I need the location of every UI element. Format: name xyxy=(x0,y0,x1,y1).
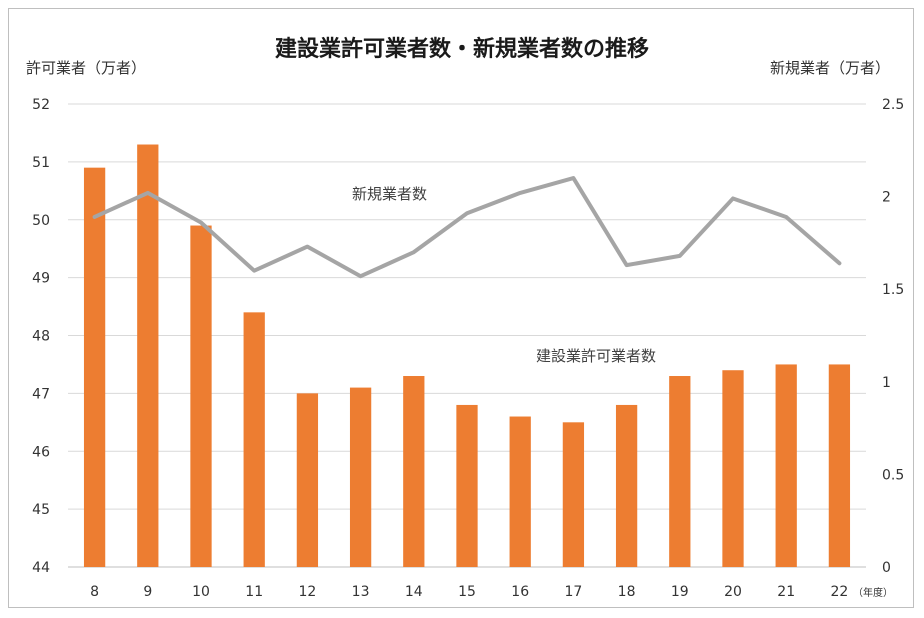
bar-series-label: 建設業許可業者数 xyxy=(536,347,656,365)
right-tick-label: 1 xyxy=(882,375,891,391)
bar xyxy=(828,364,851,567)
line-point xyxy=(94,216,96,218)
category-label: 16 xyxy=(511,584,529,600)
bar xyxy=(615,404,638,567)
category-label: 20 xyxy=(724,584,742,600)
left-tick-label: 49 xyxy=(32,271,50,287)
chart-title: 建設業許可業者数・新規業者数の推移 xyxy=(275,36,649,62)
left-tick-label: 48 xyxy=(32,329,50,345)
category-label: 9 xyxy=(143,584,152,600)
bar xyxy=(137,144,159,567)
bar xyxy=(190,225,212,567)
category-label: 18 xyxy=(618,584,636,600)
left-tick-label: 44 xyxy=(32,560,50,576)
line-series xyxy=(92,176,842,279)
right-tick-label: 0.5 xyxy=(882,467,904,483)
category-label: 21 xyxy=(777,584,795,600)
right-tick-label: 2 xyxy=(882,190,891,206)
category-label: 22 xyxy=(830,584,848,600)
right-axis-title: 新規業者（万者） xyxy=(770,59,890,77)
line-point xyxy=(572,177,574,179)
category-label: 8 xyxy=(90,584,99,600)
line-point xyxy=(838,262,840,264)
right-tick-label: 2.5 xyxy=(882,97,904,113)
bar xyxy=(775,364,797,567)
left-tick-label: 51 xyxy=(32,155,50,171)
bar xyxy=(722,370,744,567)
right-tick-label: 1.5 xyxy=(882,282,904,298)
left-tick-label: 46 xyxy=(32,444,50,460)
bar xyxy=(403,376,425,567)
category-label: 17 xyxy=(564,584,582,600)
line-point xyxy=(147,192,149,194)
left-tick-label: 47 xyxy=(32,386,50,402)
bar-series xyxy=(83,144,851,567)
line-point xyxy=(626,264,628,266)
category-label: 14 xyxy=(405,584,423,600)
bar xyxy=(562,422,585,567)
category-label: 19 xyxy=(671,584,689,600)
left-axis-title: 許可業者（万者） xyxy=(26,59,146,77)
line-point xyxy=(253,270,255,272)
line-series-label: 新規業者数 xyxy=(352,185,427,203)
category-label: 13 xyxy=(352,584,370,600)
line-point xyxy=(306,246,308,248)
bar xyxy=(456,404,478,567)
bar xyxy=(509,416,531,567)
line-point xyxy=(785,216,787,218)
left-tick-label: 45 xyxy=(32,502,50,518)
line-point xyxy=(360,275,362,277)
line-point xyxy=(679,255,681,257)
x-unit-label: （年度） xyxy=(853,586,893,599)
line-point xyxy=(732,197,734,199)
category-label: 12 xyxy=(298,584,316,600)
line-point xyxy=(413,251,415,253)
category-label: 11 xyxy=(245,584,263,600)
right-tick-label: 0 xyxy=(882,560,891,576)
bar xyxy=(243,312,265,567)
bar xyxy=(349,387,372,567)
category-label: 15 xyxy=(458,584,476,600)
bar xyxy=(83,167,106,567)
line-point xyxy=(200,222,202,224)
line-point xyxy=(519,192,521,194)
left-tick-label: 50 xyxy=(32,213,50,229)
bar xyxy=(669,376,691,567)
left-tick-label: 52 xyxy=(32,97,50,113)
line-point xyxy=(466,212,468,214)
tick-labels: 44 45 46 47 48 49 50 51 52 0 0.5 1 1.5 2 2.5 8 9 10 11 12 13… xyxy=(32,97,904,600)
bar xyxy=(296,393,319,567)
category-label: 10 xyxy=(192,584,210,600)
